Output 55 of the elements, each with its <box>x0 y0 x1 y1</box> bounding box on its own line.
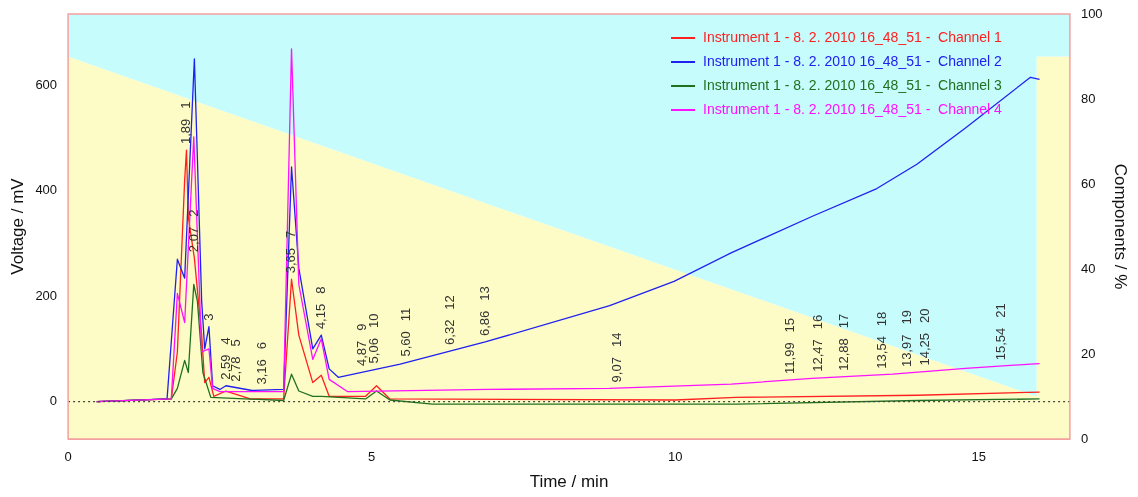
y2-tick-label: 40 <box>1080 260 1096 276</box>
annotation: 3,16 <box>253 359 269 385</box>
annotation: 6,32 <box>442 319 458 345</box>
annotation: 11,99 <box>782 342 798 374</box>
annotation: 14 <box>609 332 625 348</box>
y2-tick-label: 100 <box>1080 5 1103 21</box>
legend-label: Instrument 1 - 8. 2. 2010 16_48_51 - Channel 1 <box>703 28 1003 45</box>
y-tick-label: 600 <box>35 76 58 92</box>
y-axis-title: Voltage / mV <box>7 177 27 275</box>
annotation: 15,54 <box>993 327 1009 361</box>
annotation: 13,97 <box>898 334 914 368</box>
annotation: 12,47 <box>809 339 825 372</box>
annotation: 2,07 <box>185 226 201 253</box>
x-tick-label: 15 <box>971 449 987 465</box>
x-axis-title: Time / min <box>529 472 609 492</box>
annotation: 19 <box>898 310 914 325</box>
annotation: 13 <box>476 286 492 301</box>
annotation: 3 <box>200 313 216 321</box>
y-tick-label: 0 <box>49 393 58 409</box>
annotation: 14,25 <box>916 332 932 366</box>
annotation: 13,54 <box>874 336 890 369</box>
annotation: 2 <box>185 209 201 217</box>
annotation: 12,88 <box>835 338 851 371</box>
annotation: 12 <box>442 295 458 310</box>
x-tick-label: 5 <box>368 449 376 465</box>
annotation: 18 <box>874 311 890 327</box>
annotation: 1,89 <box>178 118 194 145</box>
legend-label: Instrument 1 - 8. 2. 2010 16_48_51 - Channel 3 <box>703 76 1003 93</box>
annotation: 8 <box>312 286 328 294</box>
annotation: 9,07 <box>609 357 625 383</box>
annotation: 5 <box>228 339 244 347</box>
legend-label: Instrument 1 - 8. 2. 2010 16_48_51 - Channel 4 <box>703 100 1003 117</box>
annotation: 6 <box>253 341 269 350</box>
annotation: 1 <box>178 101 194 109</box>
annotation: 20 <box>916 308 932 323</box>
annotation: 16 <box>809 314 825 330</box>
annotation: 17 <box>835 313 851 329</box>
y-tick-label: 400 <box>35 182 58 198</box>
annotation: 21 <box>993 303 1009 318</box>
y2-tick-label: 60 <box>1080 175 1096 191</box>
y2-axis-title: Components / % <box>1111 163 1131 290</box>
x-tick-label: 0 <box>64 449 72 465</box>
y-tick-label: 200 <box>35 287 58 303</box>
x-tick-label: 10 <box>668 449 683 465</box>
y2-tick-label: 20 <box>1080 345 1096 361</box>
annotation: 6,86 <box>476 310 492 336</box>
y2-tick-label: 80 <box>1080 90 1096 106</box>
legend-label: Instrument 1 - 8. 2. 2010 16_48_51 - Channel 2 <box>703 52 1003 69</box>
annotation: 4,15 <box>312 303 328 330</box>
annotation: 7 <box>283 230 299 238</box>
y2-tick-label: 0 <box>1080 430 1089 446</box>
annotation: 5,60 <box>398 331 414 357</box>
annotation: 15 <box>782 317 798 333</box>
annotation: 11 <box>398 307 414 322</box>
annotation: 3,65 <box>283 247 299 274</box>
